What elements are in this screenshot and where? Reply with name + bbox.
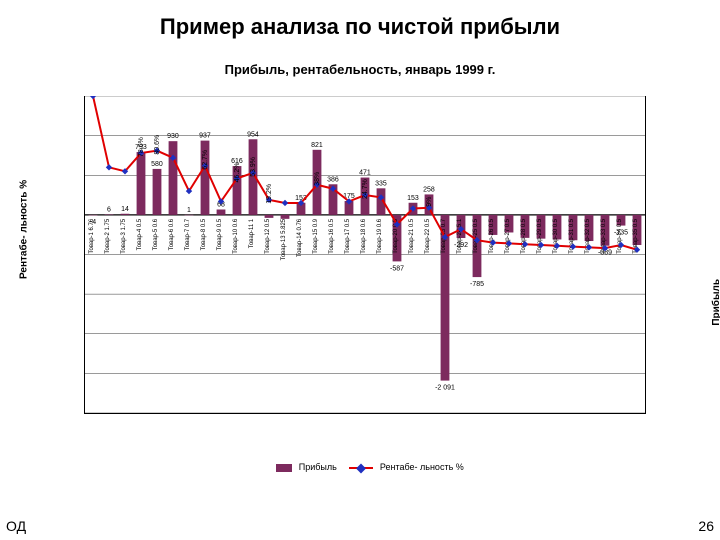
svg-text:335: 335 — [375, 180, 387, 187]
rent-marker — [106, 164, 112, 170]
footer-right: 26 — [698, 518, 714, 534]
plot-area: 150%1 500100%1 00050%5000%0-50%-500-100%… — [84, 96, 646, 414]
category-label: Товар-14 0.76 — [297, 218, 303, 257]
bar — [169, 141, 178, 215]
svg-text:9%: 9% — [426, 197, 433, 207]
category-label: Товар-6 0.6 — [169, 218, 175, 250]
y-axis-left-title: Рентабе- льность % — [19, 180, 30, 279]
category-label: Товар-29 0.5 — [537, 218, 543, 254]
bar — [217, 209, 226, 214]
page: Пример анализа по чистой прибыли Прибыль… — [0, 0, 720, 540]
bar — [137, 152, 146, 215]
category-label: Товар-5 0.6 — [153, 218, 159, 250]
category-label: Товар-15 0.9 — [313, 218, 319, 254]
category-label: Товар-2 1.75 — [105, 218, 111, 254]
legend-line-swatch — [349, 467, 373, 469]
svg-text:53.9%: 53.9% — [250, 157, 257, 177]
svg-text:14: 14 — [121, 206, 129, 213]
category-label: Товар-19 0.6 — [377, 218, 383, 254]
svg-text:24.7%: 24.7% — [362, 179, 369, 199]
legend-line-label: Рентабе- льность % — [380, 462, 464, 472]
category-label: Товар-3 1.75 — [121, 218, 127, 254]
svg-text:38%: 38% — [314, 172, 321, 186]
category-label: Товар-24 5.1 — [457, 218, 463, 254]
category-label: Товар-4 0.5 — [137, 218, 143, 250]
category-label: Товар-10 0.6 — [233, 218, 239, 254]
svg-text:386: 386 — [327, 176, 339, 183]
category-label: Товар-17 0.5 — [345, 218, 351, 254]
category-label: Товар-7 0.7 — [185, 218, 191, 250]
y-axis-right-title: Прибыль — [712, 279, 720, 326]
category-label: Товар-12 0.5 — [265, 218, 271, 254]
svg-text:937: 937 — [199, 133, 211, 140]
svg-text:821: 821 — [311, 142, 323, 149]
svg-text:-2 091: -2 091 — [435, 385, 455, 392]
svg-text:46.2%: 46.2% — [234, 163, 241, 183]
category-label: Товар-21 0.5 — [409, 218, 415, 254]
svg-text:153: 153 — [407, 195, 419, 202]
category-label: Товар-28 0.5 — [521, 218, 527, 254]
category-label: Товар-27 0.5 — [505, 218, 511, 254]
plot-svg: 150%1 500100%1 00050%5000%0-50%-500-100%… — [85, 96, 645, 413]
category-label: Товар-26 0.5 — [489, 218, 495, 254]
category-label: Товар-9 0.5 — [217, 218, 223, 250]
category-label: Товар-25 0.5 — [473, 218, 479, 254]
svg-text:-587: -587 — [390, 265, 404, 272]
svg-text:930: 930 — [167, 133, 179, 140]
legend: Прибыль Рентабе- льность % — [60, 462, 670, 472]
bar — [265, 215, 274, 218]
category-label: Товар-30 0.5 — [553, 218, 559, 254]
category-label: Товар-13 5.825 — [281, 218, 287, 260]
svg-text:62.7%: 62.7% — [202, 150, 209, 170]
svg-text:80.6%: 80.6% — [154, 135, 161, 155]
svg-text:471: 471 — [359, 170, 371, 177]
bar — [121, 214, 130, 215]
svg-text:-785: -785 — [470, 281, 484, 288]
svg-text:19.2%: 19.2% — [266, 184, 273, 204]
svg-text:954: 954 — [247, 131, 259, 138]
category-label: Товар-34 0.5 — [617, 218, 623, 254]
svg-text:78.6%: 78.6% — [138, 137, 145, 157]
category-label: Товар-11 1 — [249, 218, 255, 248]
rent-marker — [282, 200, 288, 206]
category-label: Товар-8 0.5 — [201, 218, 207, 250]
svg-text:580: 580 — [151, 161, 163, 168]
bar — [281, 215, 290, 219]
footer-left: ОД — [6, 518, 26, 534]
svg-text:258: 258 — [423, 186, 435, 193]
page-title: Пример анализа по чистой прибыли — [0, 14, 720, 40]
svg-text:6: 6 — [107, 206, 111, 213]
legend-bar-swatch — [276, 464, 292, 472]
category-label: Товар-1 6.76 — [89, 218, 95, 254]
chart-container: Рентабе- льность % Прибыль 150%1 500100%… — [60, 86, 670, 472]
svg-text:1: 1 — [187, 207, 191, 214]
chart-title: Прибыль, рентабельность, январь 1999 г. — [0, 62, 720, 77]
category-label: Товар-22 0.5 — [425, 218, 431, 254]
rent-marker — [90, 96, 96, 99]
legend-bar-label: Прибыль — [299, 462, 337, 472]
category-label: Товар-16 0.5 — [329, 218, 335, 254]
category-label: Товар-18 0.6 — [361, 218, 367, 254]
bar — [153, 169, 162, 215]
